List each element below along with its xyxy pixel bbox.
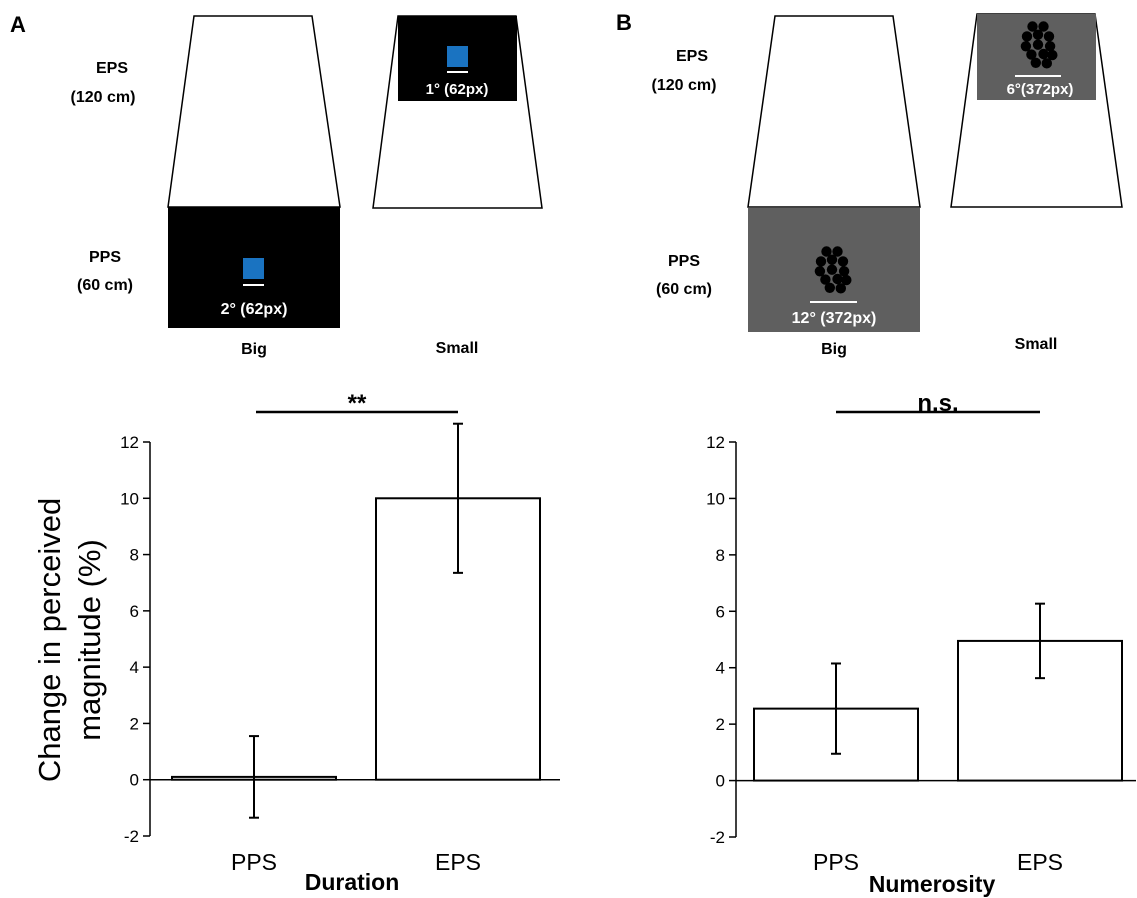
x-axis-label: Duration: [305, 869, 400, 895]
stimulus-dot: [826, 254, 838, 265]
eps-label: EPS: [96, 60, 128, 77]
y-tick-label: 8: [130, 546, 139, 565]
stimulus-dot: [1044, 41, 1056, 52]
x-tick-label: PPS: [231, 849, 277, 875]
numerosity-chart: Numerosity -2 0 2 4 6 8 10 12 PPS EPS n.s.: [706, 390, 1136, 897]
x-tick-label: PPS: [813, 849, 859, 875]
y-axis-label-line-1: Change in perceived: [32, 498, 67, 782]
stimulus-dot: [814, 266, 826, 277]
stimulus-dot: [832, 273, 843, 285]
pps-dot-cluster: [814, 246, 852, 294]
y-tick-label: 8: [716, 546, 725, 565]
y-tick-label: -2: [124, 827, 139, 846]
y-tick-label: 12: [706, 433, 725, 452]
stimulus-dot: [824, 282, 835, 293]
stimulus-dot: [1032, 29, 1044, 40]
stimulus-dot: [1027, 21, 1038, 32]
small-label: Small: [436, 340, 479, 357]
stimulus-dot: [1026, 49, 1037, 60]
eps-stimulus-square: [447, 46, 468, 67]
eps-distance-label: (120 cm): [71, 89, 136, 106]
pps-screen-text: 12° (372px): [792, 310, 877, 327]
stimulus-dot: [815, 256, 827, 267]
stimulus-dot: [1043, 31, 1055, 42]
panel-a-diagram: A 1° (62px) 2° (62px) EPS (120 cm) PPS (…: [10, 12, 543, 358]
y-tick-label: 2: [130, 714, 139, 733]
duration-chart: Change in perceived magnitude (%) Durati…: [32, 390, 560, 895]
eps-distance-label: (120 cm): [652, 77, 717, 94]
big-label: Big: [821, 341, 847, 358]
y-tick-label: 0: [130, 771, 139, 790]
pps-distance-label: (60 cm): [77, 277, 133, 294]
stimulus-dot: [1032, 39, 1044, 50]
eps-screen-text: 6°(372px): [1007, 81, 1074, 98]
big-label: Big: [241, 341, 267, 358]
y-tick-label: 0: [716, 772, 725, 791]
stimulus-dot: [1030, 57, 1042, 68]
stimulus-dot: [1041, 58, 1053, 69]
stimulus-dot: [821, 246, 832, 257]
stimulus-dot: [826, 264, 838, 275]
big-frustum: [747, 15, 921, 208]
y-tick-label: 6: [130, 602, 139, 621]
stimulus-dot: [1038, 48, 1049, 60]
stimulus-dot: [820, 274, 831, 285]
y-tick-label: 10: [120, 489, 139, 508]
pps-label: PPS: [89, 249, 121, 266]
eps-label: EPS: [676, 48, 708, 65]
pps-screen-text: 2° (62px): [221, 301, 288, 318]
stimulus-dot: [832, 246, 843, 257]
y-axis-label-line-2: magnitude (%): [72, 539, 107, 741]
stimulus-dot: [841, 274, 852, 286]
y-tick-label: 12: [120, 433, 139, 452]
y-tick-label: 4: [130, 658, 139, 677]
pps-label: PPS: [668, 253, 700, 270]
panel-letter-b: B: [616, 10, 632, 35]
y-tick-label: 10: [706, 489, 725, 508]
stimulus-dot: [835, 283, 846, 294]
stimulus-dot: [837, 256, 849, 267]
eps-dot-cluster: [1020, 21, 1058, 69]
big-frustum: [167, 15, 341, 208]
stimulus-dot: [1038, 21, 1049, 32]
significance-marker: **: [348, 390, 367, 417]
panel-b-diagram: B 6°(372px) 12° (372px) EPS (120 cm) PPS…: [616, 10, 1123, 358]
x-axis-label: Numerosity: [869, 871, 996, 897]
x-tick-label: EPS: [435, 849, 481, 875]
panel-letter-a: A: [10, 12, 26, 37]
eps-screen-text: 1° (62px): [426, 81, 489, 98]
stimulus-dot: [1021, 31, 1033, 42]
y-tick-label: 6: [716, 602, 725, 621]
stimulus-dot: [1047, 49, 1058, 61]
pps-distance-label: (60 cm): [656, 281, 712, 298]
pps-stimulus-square: [243, 258, 264, 279]
stimulus-dot: [1020, 41, 1032, 52]
y-tick-label: 4: [716, 659, 725, 678]
small-label: Small: [1015, 336, 1058, 353]
stimulus-dot: [838, 266, 850, 277]
x-tick-label: EPS: [1017, 849, 1063, 875]
y-tick-label: -2: [710, 828, 725, 847]
y-tick-label: 2: [716, 715, 725, 734]
significance-marker: n.s.: [917, 390, 958, 417]
